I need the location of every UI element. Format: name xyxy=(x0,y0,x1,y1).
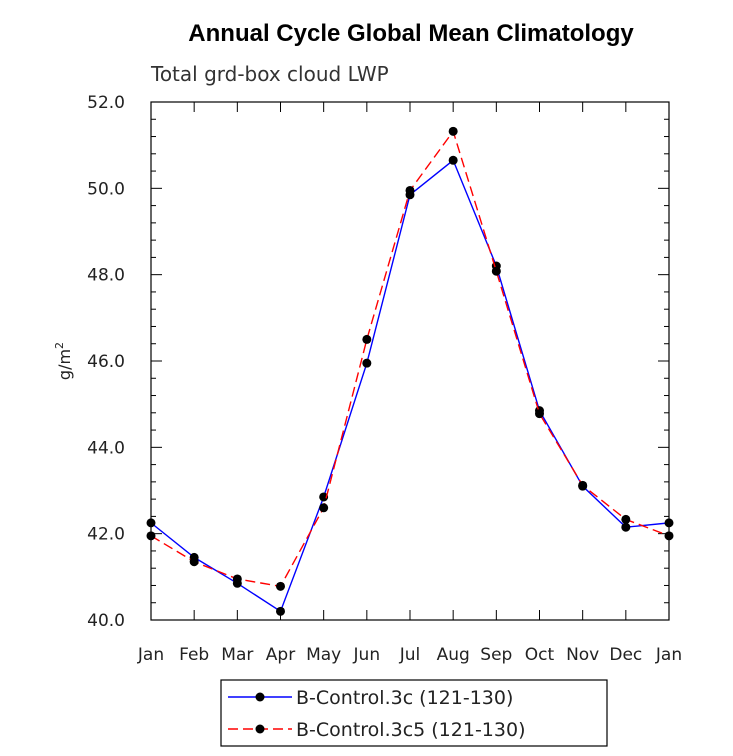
series-1-point xyxy=(491,266,501,276)
y-tick-label: 44.0 xyxy=(87,438,125,458)
x-tick-label: Jan xyxy=(655,645,682,665)
chart-subtitle: Total grd-box cloud LWP xyxy=(150,62,389,86)
series-1-point xyxy=(319,503,329,513)
y-axis-label-base: g/m xyxy=(55,349,74,380)
plot-frame xyxy=(150,101,670,621)
series-0-point xyxy=(621,522,631,532)
series-1-point xyxy=(146,531,156,541)
series-1-point xyxy=(405,185,415,195)
series-line-0 xyxy=(150,159,670,613)
x-tick-label: Dec xyxy=(609,645,642,665)
legend-box xyxy=(220,679,608,747)
legend: B-Control.3c (121-130) B-Control.3c5 (121… xyxy=(220,679,608,747)
legend-label-1: B-Control.3c5 (121-130) xyxy=(296,719,525,741)
y-tick-label: 42.0 xyxy=(87,525,125,545)
series-1-point xyxy=(232,574,242,584)
legend-marker-1 xyxy=(255,724,265,734)
series-0-point xyxy=(276,606,285,616)
series-0-point xyxy=(448,155,458,165)
series-1-point xyxy=(448,126,458,136)
y-tick-label: 46.0 xyxy=(87,352,125,372)
x-tick-label: Jul xyxy=(399,645,421,665)
series-0-point xyxy=(319,492,329,502)
series-1-point xyxy=(621,514,631,524)
series-1-point xyxy=(362,334,372,344)
x-tick-label: Oct xyxy=(525,645,555,665)
x-tick-label: Jan xyxy=(137,645,164,665)
y-axis-label: g/m2 xyxy=(53,342,74,380)
series-1-point xyxy=(664,531,674,541)
series-1-point xyxy=(578,480,588,490)
x-tick-label: Jun xyxy=(353,645,381,665)
series-1-point xyxy=(535,409,544,419)
legend-marker-0 xyxy=(255,692,265,702)
series-1-point xyxy=(276,581,285,591)
series-layer xyxy=(146,126,674,616)
y-tick-label: 50.0 xyxy=(87,179,125,199)
series-0-point xyxy=(146,518,156,528)
x-tick-label: Nov xyxy=(566,645,599,665)
x-tick-label: Apr xyxy=(266,645,295,665)
y-tick-label: 48.0 xyxy=(87,266,125,286)
series-line-1 xyxy=(150,129,670,588)
series-0-point xyxy=(664,518,674,528)
x-tick-label: Feb xyxy=(179,645,209,665)
x-tick-label: Aug xyxy=(437,645,470,665)
y-tick-label: 52.0 xyxy=(87,93,125,113)
series-0-point xyxy=(362,358,372,368)
axes: 40.0 42.0 44.0 46.0 48.0 50.0 52.0 Jan Feb Mar Apr… xyxy=(53,93,682,665)
legend-label-0: B-Control.3c (121-130) xyxy=(296,687,513,709)
y-axis-label-superscript: 2 xyxy=(53,342,66,349)
series-1-point xyxy=(189,557,199,567)
x-tick-label: Sep xyxy=(480,645,512,665)
x-tick-label: May xyxy=(306,645,341,665)
x-tick-label: Mar xyxy=(221,645,253,665)
chart-title: Annual Cycle Global Mean Climatology xyxy=(188,20,634,47)
y-tick-label: 40.0 xyxy=(87,611,125,631)
